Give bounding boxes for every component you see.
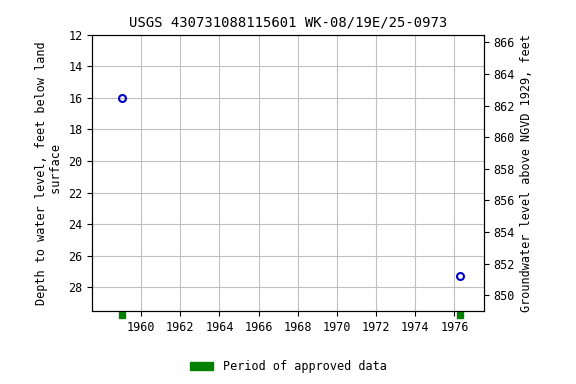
- Legend: Period of approved data: Period of approved data: [185, 356, 391, 378]
- Y-axis label: Depth to water level, feet below land
 surface: Depth to water level, feet below land su…: [35, 41, 63, 305]
- Y-axis label: Groundwater level above NGVD 1929, feet: Groundwater level above NGVD 1929, feet: [521, 34, 533, 312]
- Title: USGS 430731088115601 WK-08/19E/25-0973: USGS 430731088115601 WK-08/19E/25-0973: [129, 15, 447, 29]
